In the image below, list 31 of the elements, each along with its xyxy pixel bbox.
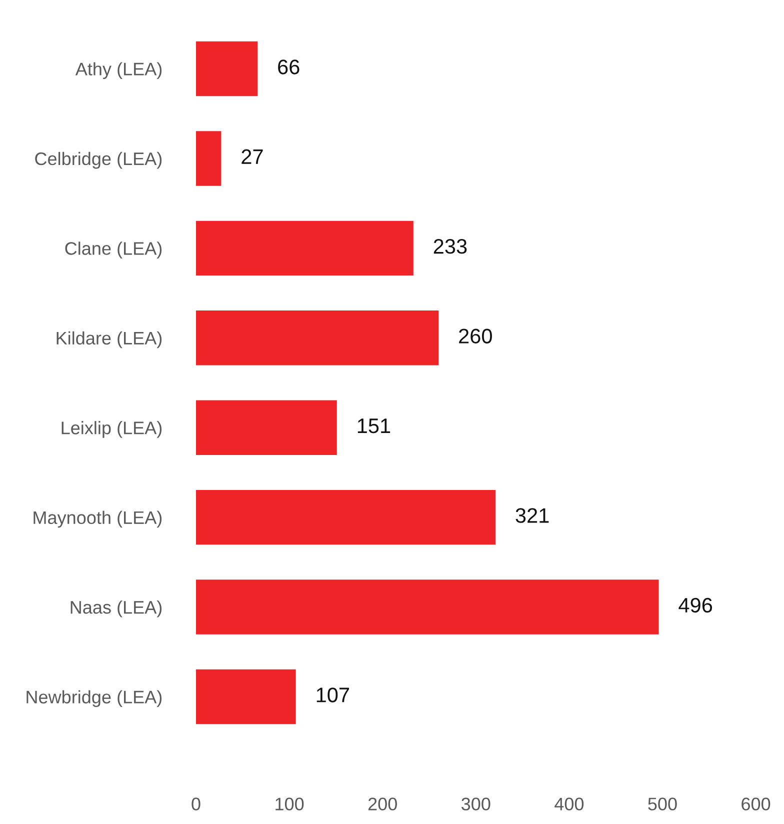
data-label: 107: [316, 688, 349, 702]
data-label: 233: [434, 239, 467, 254]
data-label: 260: [459, 328, 492, 344]
bar: [196, 310, 439, 366]
x-tick-label: 0: [192, 798, 200, 810]
x-tick-label: 300: [462, 798, 490, 810]
data-label: 66: [278, 60, 300, 74]
x-tick-label: 500: [648, 798, 677, 810]
x-tick-label: 200: [368, 798, 397, 810]
x-tick-label: 400: [554, 798, 584, 810]
data-label: 27: [242, 149, 263, 164]
y-tick-label: Celbridge (LEA): [35, 152, 162, 169]
y-tick-label: Kildare (LEA): [56, 331, 162, 348]
bar: [196, 669, 296, 724]
y-tick-label: Clane (LEA): [65, 242, 162, 258]
y-tick-label: Athy (LEA): [75, 62, 162, 80]
x-tick-label: 600: [742, 798, 770, 810]
data-label: 321: [516, 508, 549, 523]
y-tick-label: Newbridge (LEA): [26, 690, 162, 708]
bar: [196, 131, 222, 186]
data-label: 496: [678, 598, 712, 613]
data-label: 151: [358, 418, 390, 434]
bar: [196, 220, 414, 276]
y-tick-label: Naas (LEA): [70, 600, 162, 618]
y-tick-label: Maynooth (LEA): [34, 510, 162, 528]
x-tick-label: 100: [276, 798, 304, 810]
bar: [196, 41, 258, 96]
bar: [196, 490, 496, 545]
y-tick-label: Leixlip (LEA): [62, 421, 162, 438]
bar: [196, 400, 337, 455]
bar: [196, 580, 659, 634]
